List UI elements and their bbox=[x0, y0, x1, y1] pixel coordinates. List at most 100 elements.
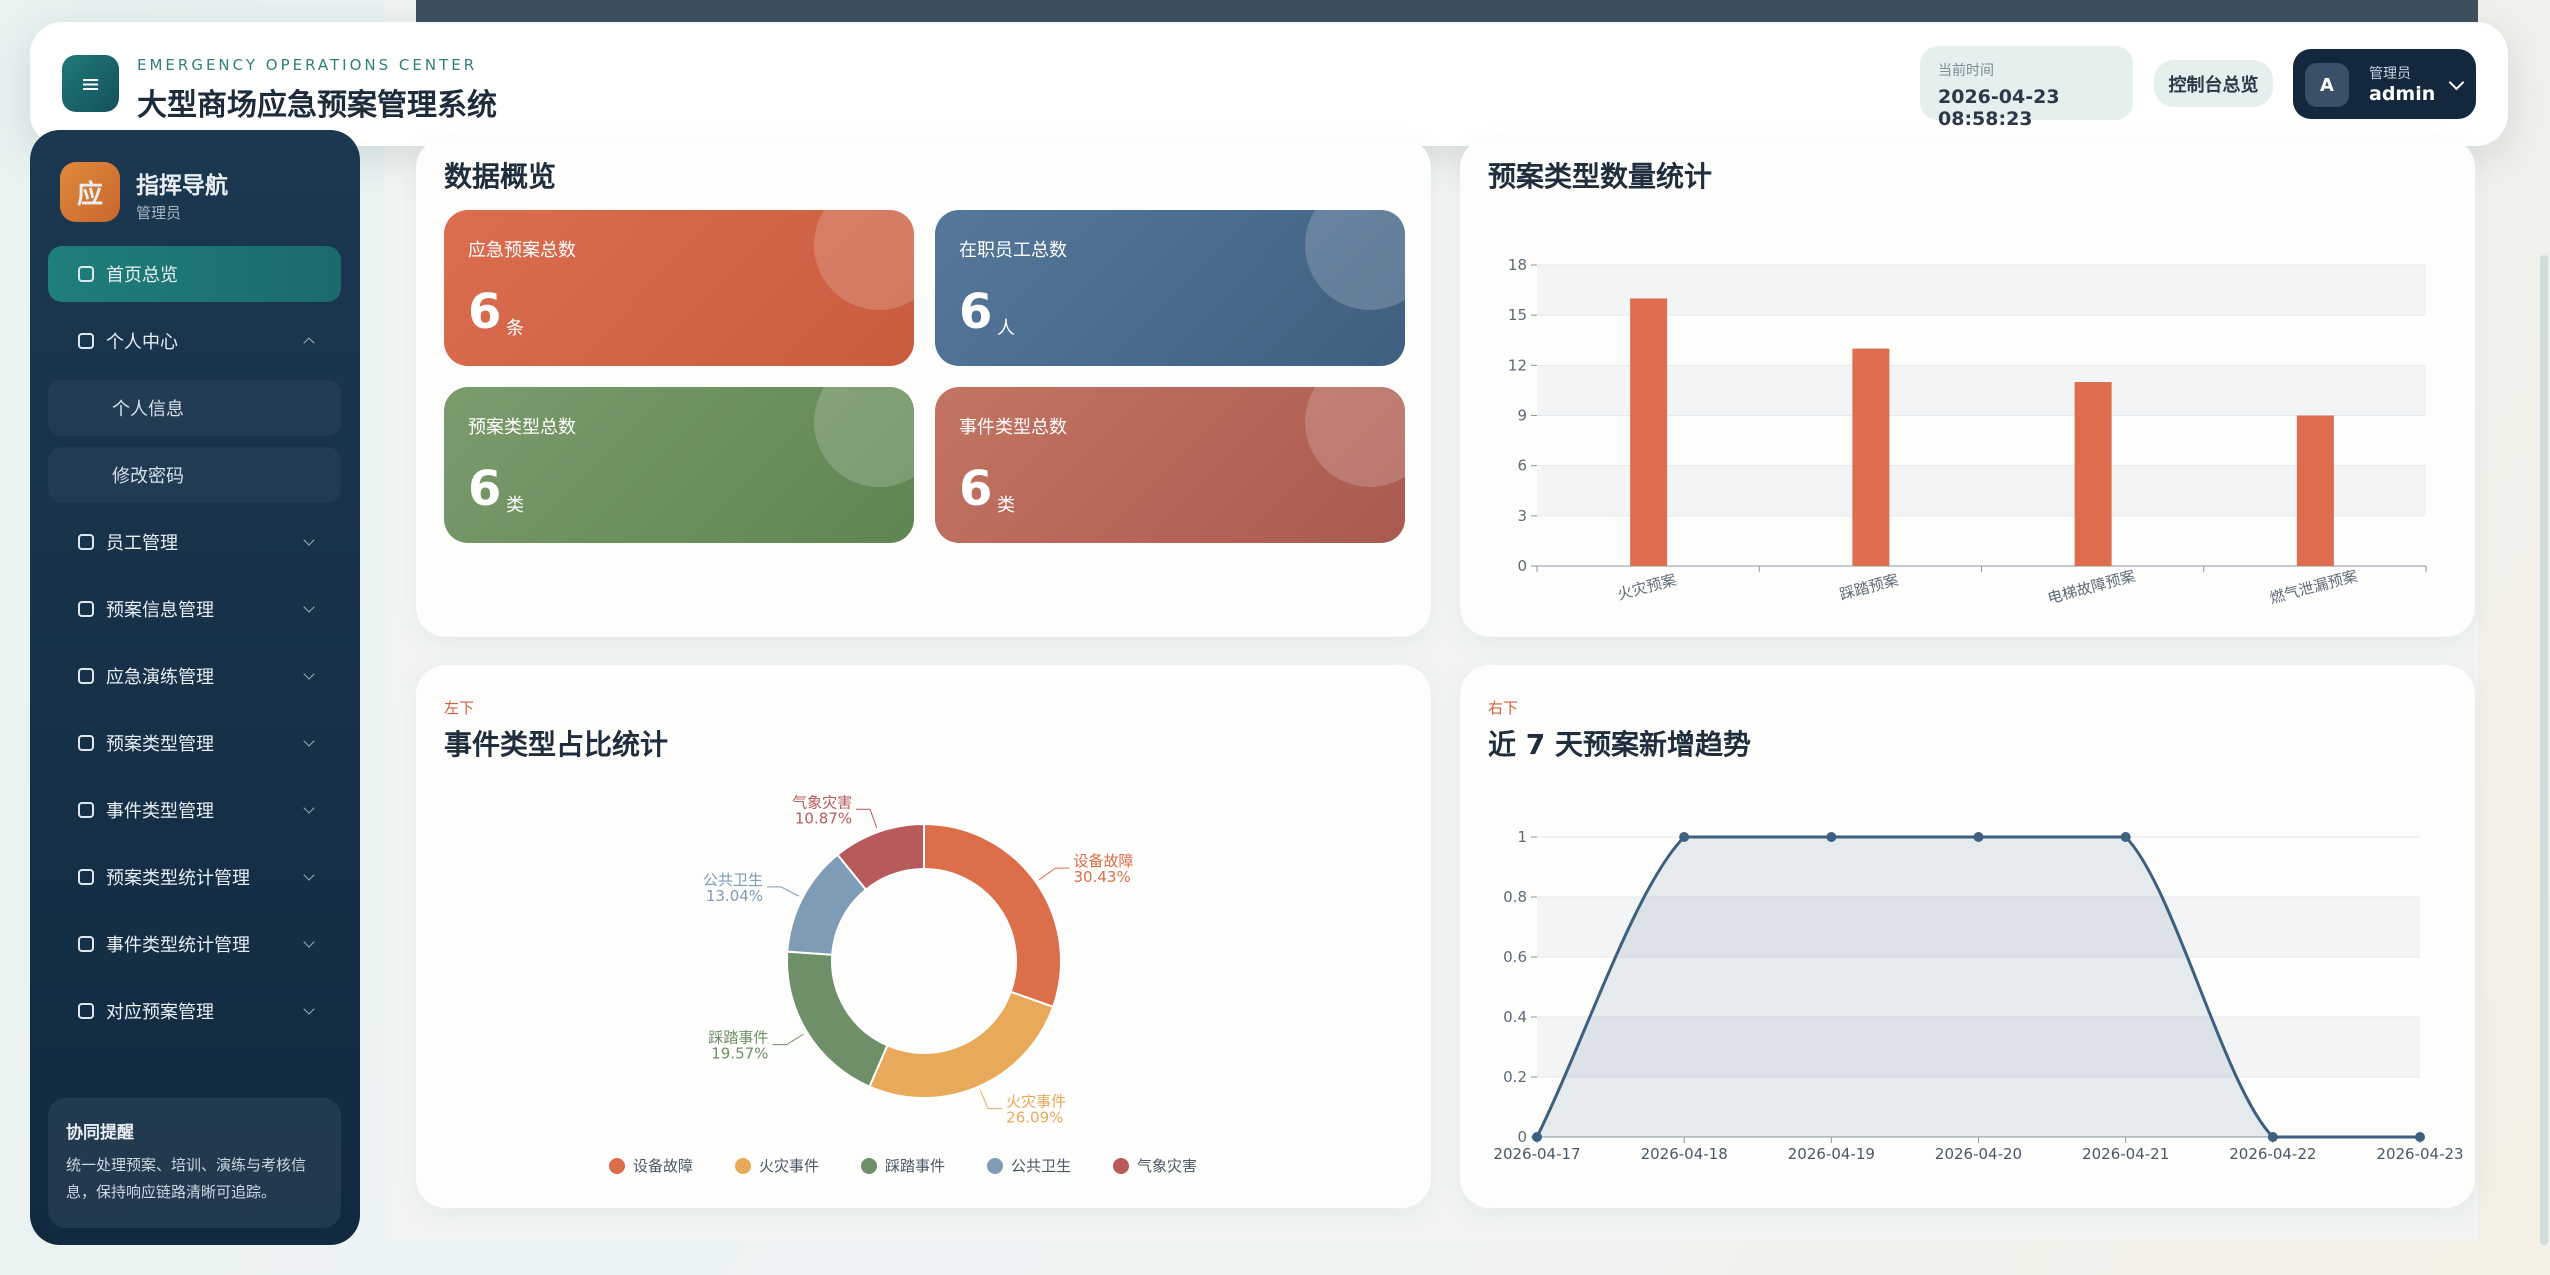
pie-slice bbox=[868, 990, 1055, 1099]
y-tick-label: 0 bbox=[1517, 1128, 1527, 1146]
leader-line bbox=[767, 886, 800, 897]
nav: 首页总览个人中心个人信息修改密码员工管理预案信息管理 应急演练管理预案类型管理事件… bbox=[48, 246, 341, 1050]
nav-icon bbox=[78, 668, 94, 684]
nav-item[interactable]: 事件类型管理 bbox=[48, 782, 341, 838]
nav-item[interactable]: 首页总览 bbox=[48, 246, 341, 302]
chevron bbox=[303, 735, 315, 747]
nav-item[interactable]: 员工管理 bbox=[48, 514, 341, 570]
panel-annotation: 右下 bbox=[1488, 699, 1519, 717]
point bbox=[2415, 1132, 2425, 1142]
console-button[interactable]: 控制台总览 bbox=[2154, 60, 2273, 107]
decoration bbox=[814, 387, 914, 487]
x-tick-label: 电梯故障预案 bbox=[2046, 567, 2138, 608]
nav-subitem[interactable]: 修改密码 bbox=[48, 447, 341, 503]
chevron bbox=[303, 802, 315, 814]
legend-label: 踩踏事件 bbox=[885, 1157, 945, 1175]
slice-label: 气象灾害 bbox=[792, 793, 852, 811]
x-tick-label: 2026-04-19 bbox=[1788, 1145, 1875, 1163]
legend-marker bbox=[735, 1158, 751, 1174]
nav-icon bbox=[78, 534, 94, 550]
nav-label: 事件类型统计管理 bbox=[106, 935, 250, 956]
y-tick-label: 0.2 bbox=[1503, 1068, 1527, 1086]
slice-value: 13.04% bbox=[706, 887, 763, 905]
slice-label: 火灾事件 bbox=[1006, 1093, 1066, 1111]
x-tick-label: 燃气泄漏预案 bbox=[2268, 567, 2360, 608]
nav-item[interactable]: 事件类型统计管理 bbox=[48, 916, 341, 972]
reminder: 协同提醒 统一处理预案、培训、演练与考核信息，保持响应链路清晰可追踪。 bbox=[48, 1098, 341, 1228]
nav-label: 个人中心 bbox=[106, 332, 178, 353]
nav-item[interactable]: 对应预案管理 bbox=[48, 983, 341, 1039]
leader-line bbox=[856, 808, 878, 829]
scrollbar[interactable] bbox=[2540, 255, 2548, 1245]
point bbox=[2120, 832, 2131, 842]
line-chart: 0 0.2 0.4 0.6 0.8 1 2026-04-17 2026-04-18 2026-0… bbox=[1493, 828, 2463, 1163]
point bbox=[1532, 1132, 1542, 1142]
sidebar-title: 指挥导航 bbox=[136, 173, 228, 199]
nav-item[interactable]: 应急演练管理 bbox=[48, 648, 341, 704]
nav-item[interactable]: 预案信息管理 bbox=[48, 581, 341, 637]
nav-label: 预案信息管理 bbox=[106, 600, 214, 621]
nav-item[interactable]: 预案类型统计管理 bbox=[48, 849, 341, 905]
nav-icon bbox=[78, 266, 94, 282]
card-value: 6 bbox=[468, 461, 502, 517]
pie-chart: 设备故障30.43%火灾事件26.09%踩踏事件19.57%公共卫生13.04%… bbox=[609, 793, 1197, 1175]
nav-icon bbox=[78, 1003, 94, 1019]
chevron bbox=[303, 534, 315, 546]
bar-chart: 0 3 6 9 12 15 18 火灾预案 踩踏预案 电梯故障预案 燃气泄漏预案 bbox=[1508, 256, 2427, 608]
y-tick-label: 0.4 bbox=[1503, 1008, 1527, 1026]
pie-slice bbox=[786, 950, 889, 1088]
point bbox=[2267, 1132, 2278, 1142]
y-tick-label: 1 bbox=[1517, 828, 1527, 846]
legend-label: 公共卫生 bbox=[1011, 1157, 1071, 1175]
header-subtitle: EMERGENCY OPERATIONS CENTER bbox=[137, 56, 478, 74]
panel-title: 事件类型占比统计 bbox=[444, 728, 669, 761]
leader-line bbox=[772, 1033, 804, 1046]
bar bbox=[2296, 415, 2334, 566]
leader-line bbox=[1038, 867, 1070, 881]
stat-card: 在职员工总数 6 人 bbox=[935, 210, 1405, 366]
card-unit: 条 bbox=[506, 318, 524, 339]
nav-label: 事件类型管理 bbox=[106, 801, 214, 822]
reminder-text: 统一处理预案、培训、演练与考核信息，保持响应链路清晰可追踪。 bbox=[66, 1156, 307, 1201]
nav-subitem[interactable]: 个人信息 bbox=[48, 380, 341, 436]
slice-value: 26.09% bbox=[1006, 1109, 1063, 1127]
reminder-title: 协同提醒 bbox=[66, 1123, 134, 1143]
legend-label: 设备故障 bbox=[633, 1157, 693, 1175]
y-tick-label: 18 bbox=[1508, 256, 1527, 274]
panel-annotation: 左下 bbox=[444, 699, 475, 717]
point bbox=[1679, 832, 1690, 842]
sidebar-role: 管理员 bbox=[136, 204, 182, 222]
x-tick-label: 2026-04-17 bbox=[1493, 1145, 1580, 1163]
time-box: 当前时间 2026-04-23 08:58:23 bbox=[1920, 46, 2133, 130]
user-menu[interactable]: A 管理员 admin bbox=[2293, 49, 2476, 119]
nav-icon bbox=[78, 802, 94, 818]
card-unit: 人 bbox=[997, 318, 1015, 339]
nav-label: 对应预案管理 bbox=[106, 1002, 214, 1023]
chevron bbox=[303, 337, 315, 349]
card-value: 6 bbox=[959, 461, 993, 517]
area bbox=[1537, 837, 2420, 1137]
decoration bbox=[1305, 387, 1405, 487]
y-tick-label: 12 bbox=[1508, 356, 1527, 374]
card-unit: 类 bbox=[506, 495, 524, 516]
y-tick-label: 0.6 bbox=[1503, 948, 1527, 966]
panel-title: 数据概览 bbox=[444, 160, 557, 193]
nav-label: 应急演练管理 bbox=[106, 667, 214, 688]
chevron bbox=[2448, 74, 2465, 91]
nav-item[interactable]: 个人中心 bbox=[48, 313, 341, 369]
bar bbox=[1630, 298, 1668, 566]
decoration bbox=[1305, 210, 1405, 310]
decoration bbox=[814, 210, 914, 310]
pie-slice bbox=[836, 822, 925, 892]
user-role: 管理员 bbox=[2369, 66, 2411, 82]
logo: 应 bbox=[60, 162, 120, 222]
avatar: A bbox=[2305, 63, 2349, 107]
nav-label: 首页总览 bbox=[106, 265, 178, 286]
pie-slice bbox=[923, 822, 1062, 1009]
nav-item[interactable]: 预案类型管理 bbox=[48, 715, 341, 771]
legend-label: 火灾事件 bbox=[759, 1157, 819, 1175]
slice-label: 踩踏事件 bbox=[708, 1029, 768, 1047]
grid-band bbox=[1537, 365, 2426, 416]
nav-label: 预案类型统计管理 bbox=[106, 868, 250, 889]
menu-button[interactable]: ≡ bbox=[62, 55, 119, 112]
